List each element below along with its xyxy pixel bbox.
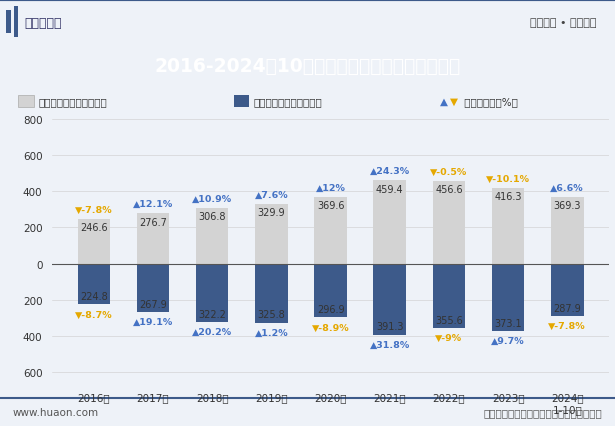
Bar <box>432 181 465 264</box>
Text: ▼-8.9%: ▼-8.9% <box>312 323 349 332</box>
Bar <box>551 264 584 316</box>
Bar <box>137 264 169 312</box>
Text: 246.6: 246.6 <box>80 223 108 233</box>
Text: ▼-7.8%: ▼-7.8% <box>75 205 113 214</box>
Text: 2016-2024年10月中国与法国进、出口商品总値: 2016-2024年10月中国与法国进、出口商品总値 <box>154 57 461 75</box>
Text: 325.8: 325.8 <box>258 310 285 320</box>
Text: ▲: ▲ <box>440 97 448 107</box>
Text: 276.7: 276.7 <box>139 217 167 227</box>
Text: www.huaon.com: www.huaon.com <box>12 407 98 417</box>
Text: 287.9: 287.9 <box>554 303 581 313</box>
Text: 224.8: 224.8 <box>80 291 108 302</box>
Text: 出口商品总値（亿美元）: 出口商品总値（亿美元） <box>38 97 107 107</box>
Text: ▲20.2%: ▲20.2% <box>192 327 232 337</box>
Bar <box>196 264 229 322</box>
Bar <box>432 264 465 328</box>
Text: ▼-9%: ▼-9% <box>435 334 462 343</box>
Text: 329.9: 329.9 <box>258 207 285 218</box>
Text: ▲31.8%: ▲31.8% <box>370 340 410 349</box>
Text: ▲9.7%: ▲9.7% <box>491 337 525 345</box>
Bar <box>551 197 584 264</box>
Text: 369.6: 369.6 <box>317 200 344 210</box>
Bar <box>314 197 347 264</box>
Text: ▼-7.8%: ▼-7.8% <box>549 321 586 330</box>
Text: 369.3: 369.3 <box>554 201 581 210</box>
Text: 391.3: 391.3 <box>376 322 403 331</box>
Text: ▲19.1%: ▲19.1% <box>133 317 173 326</box>
Text: 进口商品总値（亿美元）: 进口商品总値（亿美元） <box>253 97 322 107</box>
Text: ▲24.3%: ▲24.3% <box>370 167 410 176</box>
Text: 373.1: 373.1 <box>494 318 522 328</box>
Text: 数据来源：中国海关，华经产业研究院整理: 数据来源：中国海关，华经产业研究院整理 <box>484 407 603 417</box>
Text: ▲12%: ▲12% <box>315 183 346 192</box>
Bar <box>314 264 347 318</box>
Text: 416.3: 416.3 <box>494 192 522 202</box>
Text: 专业严谨 • 客观科学: 专业严谨 • 客观科学 <box>530 18 597 28</box>
Bar <box>77 219 110 264</box>
Bar <box>234 96 249 108</box>
Bar <box>18 96 34 108</box>
Text: 456.6: 456.6 <box>435 184 462 195</box>
Bar <box>492 189 525 264</box>
Text: ▼-0.5%: ▼-0.5% <box>430 167 467 176</box>
Text: 267.9: 267.9 <box>139 299 167 309</box>
Text: 华经情报网: 华经情报网 <box>25 17 62 30</box>
Bar <box>373 264 406 335</box>
Text: ▼-8.7%: ▼-8.7% <box>75 310 113 319</box>
Text: 355.6: 355.6 <box>435 315 463 325</box>
Text: 296.9: 296.9 <box>317 305 344 314</box>
Text: ▲6.6%: ▲6.6% <box>550 183 584 192</box>
Text: 306.8: 306.8 <box>199 212 226 222</box>
Bar <box>196 208 229 264</box>
Text: ▲10.9%: ▲10.9% <box>192 194 232 204</box>
Bar <box>6 11 11 34</box>
Bar <box>14 7 18 38</box>
Bar <box>373 181 406 264</box>
Bar <box>255 204 288 264</box>
Bar <box>492 264 525 331</box>
Bar <box>77 264 110 305</box>
Bar <box>255 264 288 323</box>
Text: ▲7.6%: ▲7.6% <box>255 190 288 199</box>
Bar <box>137 214 169 264</box>
Text: ▼: ▼ <box>450 97 458 107</box>
Text: ▲12.1%: ▲12.1% <box>133 200 173 209</box>
Text: ▲1.2%: ▲1.2% <box>255 328 288 337</box>
Text: 322.2: 322.2 <box>198 309 226 319</box>
Text: ▼-10.1%: ▼-10.1% <box>486 175 530 184</box>
Text: 459.4: 459.4 <box>376 184 403 194</box>
Text: 同比增长率（%）: 同比增长率（%） <box>461 97 518 107</box>
